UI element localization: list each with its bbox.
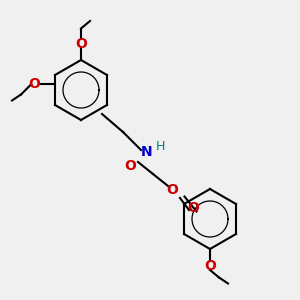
Text: N: N (141, 145, 153, 158)
Text: O: O (75, 37, 87, 50)
Text: H: H (156, 140, 165, 154)
Text: O: O (188, 202, 200, 215)
Text: O: O (124, 160, 136, 173)
Text: O: O (204, 259, 216, 272)
Text: O: O (28, 77, 40, 91)
Text: O: O (167, 184, 178, 197)
